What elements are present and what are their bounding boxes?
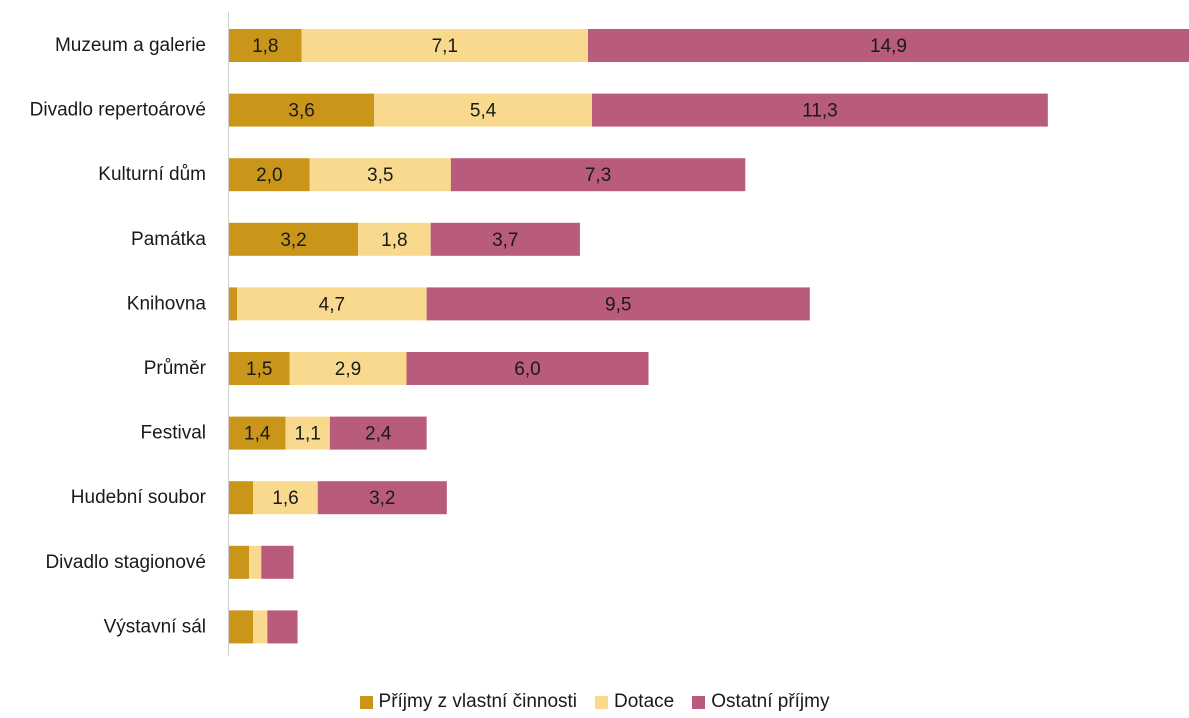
bars-group <box>229 29 1189 644</box>
data-label-prijmy-z-vlastni-cinnosti-festival: 1,4 <box>244 424 271 445</box>
stacked-bar-chart: 1,8 7,1 14,9 3,6 5,4 11,3 2,0 3,5 7,3 3,2 1,8 3,7 4,… <box>30 12 1189 656</box>
bar-prijmy-z-vlastni-cinnosti-prumer <box>229 352 290 385</box>
bar-ostatni-prijmy-prumer <box>406 352 649 385</box>
data-label-dotace-festival: 1,1 <box>294 424 320 445</box>
legend-item-own-income: Příjmy z vlastní činnosti <box>359 691 578 713</box>
bar-ostatni-prijmy-festival <box>329 416 427 450</box>
bar-ostatni-prijmy-knihovna <box>426 287 810 321</box>
bar-dotace-hudebni-soubor <box>253 481 318 515</box>
category-label-kulturni-dum: Kulturní dům <box>98 164 206 185</box>
category-label-muzeum-a-galerie: Muzeum a galerie <box>55 35 206 56</box>
bar-ostatni-prijmy-vystavni-sal <box>267 610 298 644</box>
data-label-prijmy-z-vlastni-cinnosti-muzeum-a-galerie: 1,8 <box>252 36 278 57</box>
data-label-ostatni-prijmy-prumer: 6,0 <box>514 359 540 380</box>
data-label-ostatni-prijmy-knihovna: 9,5 <box>605 294 631 315</box>
data-label-ostatni-prijmy-muzeum-a-galerie: 14,9 <box>870 36 907 57</box>
category-label-festival: Festival <box>141 423 206 444</box>
data-label-ostatni-prijmy-kulturni-dum: 7,3 <box>585 165 611 186</box>
bar-prijmy-z-vlastni-cinnosti-muzeum-a-galerie <box>229 29 302 62</box>
category-label-prumer: Průměr <box>144 358 207 379</box>
bar-prijmy-z-vlastni-cinnosti-vystavni-sal <box>229 610 254 644</box>
bar-dotace-vystavni-sal <box>253 610 268 644</box>
bar-dotace-muzeum-a-galerie <box>301 29 588 62</box>
bar-ostatni-prijmy-kulturni-dum <box>450 158 746 192</box>
bar-prijmy-z-vlastni-cinnosti-knihovna <box>229 287 238 321</box>
bar-prijmy-z-vlastni-cinnosti-kulturni-dum <box>229 158 310 192</box>
data-label-dotace-prumer: 2,9 <box>335 359 361 380</box>
legend-label-own-income: Příjmy z vlastní činnosti <box>378 691 578 712</box>
bar-dotace-festival <box>285 416 330 450</box>
data-label-ostatni-prijmy-hudebni-soubor: 3,2 <box>369 488 395 509</box>
legend-label-subsidies: Dotace <box>614 691 675 712</box>
category-label-vystavni-sal: Výstavní sál <box>104 616 206 637</box>
bar-dotace-divadlo-stagionove <box>249 545 262 579</box>
data-label-ostatni-prijmy-pamatka: 3,7 <box>492 230 518 251</box>
category-label-pamatka: Památka <box>131 229 206 250</box>
legend-swatch-other-income <box>692 695 706 709</box>
legend-swatch-own-income <box>359 695 373 709</box>
data-label-dotace-divadlo-repertoarove: 5,4 <box>470 101 497 122</box>
legend-swatch-subsidies <box>595 695 609 709</box>
data-label-dotace-muzeum-a-galerie: 7,1 <box>432 36 458 57</box>
segment-labels-group: 1,8 7,1 14,9 3,6 5,4 11,3 2,0 3,5 7,3 3,2 1,8 3,7 4,… <box>244 36 907 509</box>
data-label-dotace-kulturni-dum: 3,5 <box>367 165 393 186</box>
bar-prijmy-z-vlastni-cinnosti-divadlo-stagionove <box>229 545 250 579</box>
data-label-dotace-hudebni-soubor: 1,6 <box>272 488 298 509</box>
data-label-prijmy-z-vlastni-cinnosti-divadlo-repertoarove: 3,6 <box>288 101 314 122</box>
data-label-prijmy-z-vlastni-cinnosti-pamatka: 3,2 <box>280 230 306 251</box>
category-label-divadlo-repertoarove: Divadlo repertoárové <box>30 100 206 121</box>
bar-dotace-kulturni-dum <box>309 158 451 192</box>
legend-label-other-income: Ostatní příjmy <box>711 691 830 712</box>
bar-ostatni-prijmy-divadlo-repertoarove <box>592 93 1048 127</box>
bar-dotace-pamatka <box>358 222 431 256</box>
data-label-prijmy-z-vlastni-cinnosti-prumer: 1,5 <box>246 359 272 380</box>
bar-prijmy-z-vlastni-cinnosti-divadlo-repertoarove <box>229 93 375 127</box>
category-labels-group: Muzeum a galerie Divadlo repertoárové Kult… <box>30 35 207 637</box>
data-label-dotace-pamatka: 1,8 <box>381 230 407 251</box>
bar-ostatni-prijmy-hudebni-soubor <box>317 481 447 515</box>
data-label-ostatni-prijmy-festival: 2,4 <box>365 424 392 445</box>
bar-dotace-knihovna <box>237 287 427 321</box>
bar-prijmy-z-vlastni-cinnosti-festival <box>229 416 286 450</box>
legend-item-subsidies: Dotace <box>595 691 674 713</box>
bar-dotace-prumer <box>289 352 407 385</box>
data-label-ostatni-prijmy-divadlo-repertoarove: 11,3 <box>802 101 838 122</box>
bar-prijmy-z-vlastni-cinnosti-hudebni-soubor <box>229 481 254 515</box>
bar-ostatni-prijmy-muzeum-a-galerie <box>587 29 1189 62</box>
data-label-prijmy-z-vlastni-cinnosti-kulturni-dum: 2,0 <box>256 165 282 186</box>
legend-item-other-income: Ostatní příjmy <box>692 691 829 713</box>
bar-ostatni-prijmy-pamatka <box>430 222 580 256</box>
category-label-divadlo-stagionove: Divadlo stagionové <box>45 552 206 573</box>
bar-dotace-divadlo-repertoarove <box>374 93 593 127</box>
data-label-dotace-knihovna: 4,7 <box>319 294 345 315</box>
bar-ostatni-prijmy-divadlo-stagionove <box>261 545 294 579</box>
legend: Příjmy z vlastní činnosti Dotace Ostatní… <box>0 690 1189 714</box>
bar-prijmy-z-vlastni-cinnosti-pamatka <box>229 222 359 256</box>
category-label-hudebni-soubor: Hudební soubor <box>71 487 207 508</box>
category-label-knihovna: Knihovna <box>127 293 207 314</box>
